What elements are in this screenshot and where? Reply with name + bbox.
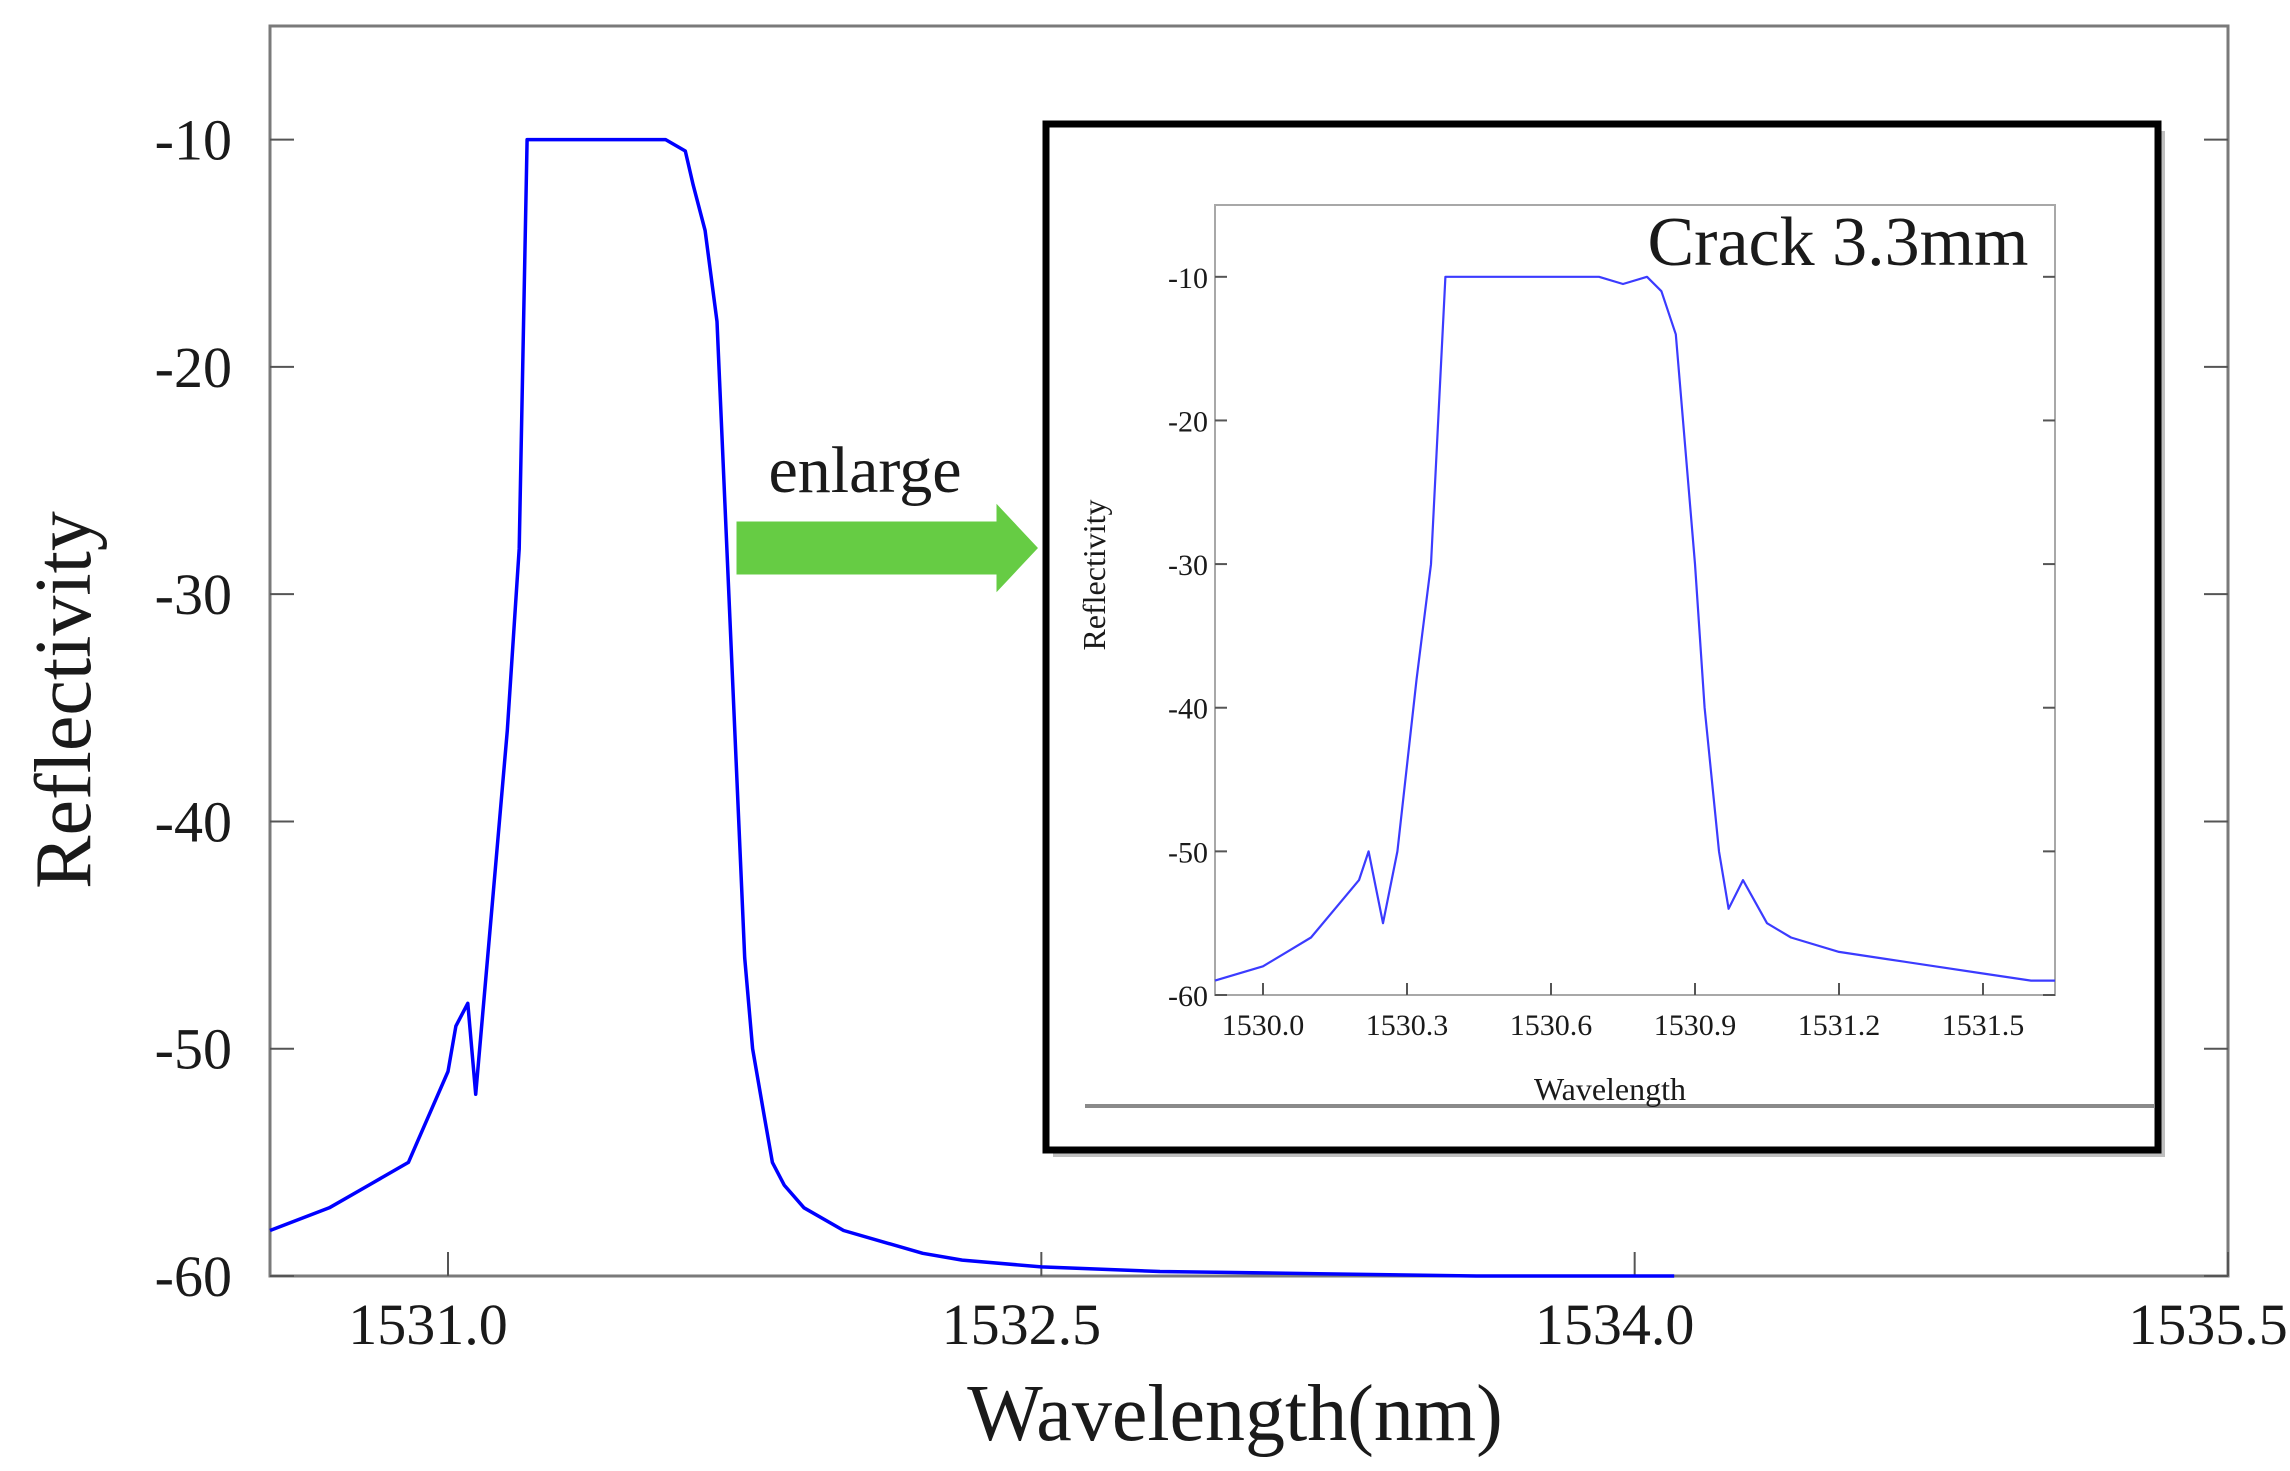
inset-y-tick-label: -30 [1168,549,1208,582]
main-plot-frame [268,24,2230,1278]
main-y-tick-label: -30 [155,562,232,627]
main-y-tick-label: -10 [155,108,232,173]
inset-x-tick-label: 1531.2 [1798,1009,1881,1042]
main-y-axis-label: Reflectivity [20,511,108,889]
main-series [269,137,1675,1278]
main-y-tick-label: -40 [155,789,232,854]
main-axes: -10 -20 -30 -40 -50 -60 1531.0 1532.5 1534.0 1535… [155,108,2288,1357]
inset-x-tick-label: 1530.6 [1510,1009,1593,1042]
inset-x-tick-label: 1531.5 [1942,1009,2025,1042]
main-x-tick-label: 1534.0 [1535,1292,1695,1357]
inset-x-tick-label: 1530.3 [1366,1009,1449,1042]
inset-plot-frame [1214,204,2056,996]
inset-panel [1042,120,2162,1154]
main-y-tick-label: -60 [155,1244,232,1309]
inset-y-tick-label: -10 [1168,262,1208,295]
inset-x-tick-label: 1530.0 [1222,1009,1305,1042]
inset-series [1214,275,2055,982]
inset-x-tick-label: 1530.9 [1654,1009,1737,1042]
main-x-tick-label: 1535.5 [2128,1292,2288,1357]
inset-y-tick-label: -40 [1168,693,1208,726]
main-x-tick-label: 1532.5 [942,1292,1102,1357]
inset-title: Crack 3.3mm [1647,204,2028,281]
enlarge-callout-label: enlarge [768,434,961,507]
main-y-tick-label: -50 [155,1017,232,1082]
main-x-tick-label: 1531.0 [348,1292,508,1357]
inset-y-tick-label: -20 [1168,405,1208,438]
main-x-axis-label: Wavelength(nm) [967,1370,1503,1458]
inset-axes: -10 -20 -30 -40 -50 -60 1530.0 1530.3 1530.6 1530… [1168,262,2055,1042]
main-y-tick-label: -20 [155,335,232,400]
main-spectrum-line [269,137,1675,1278]
inset-spectrum-line [1214,275,2055,982]
inset-y-tick-label: -60 [1168,980,1208,1013]
inset-y-axis-label: Reflectivity [1076,499,1112,650]
inset-y-tick-label: -50 [1168,836,1208,869]
enlarge-arrow [733,496,1043,600]
inset-x-axis-label: Wavelength [1534,1071,1686,1107]
enlarge-arrow-shape [733,496,1043,600]
